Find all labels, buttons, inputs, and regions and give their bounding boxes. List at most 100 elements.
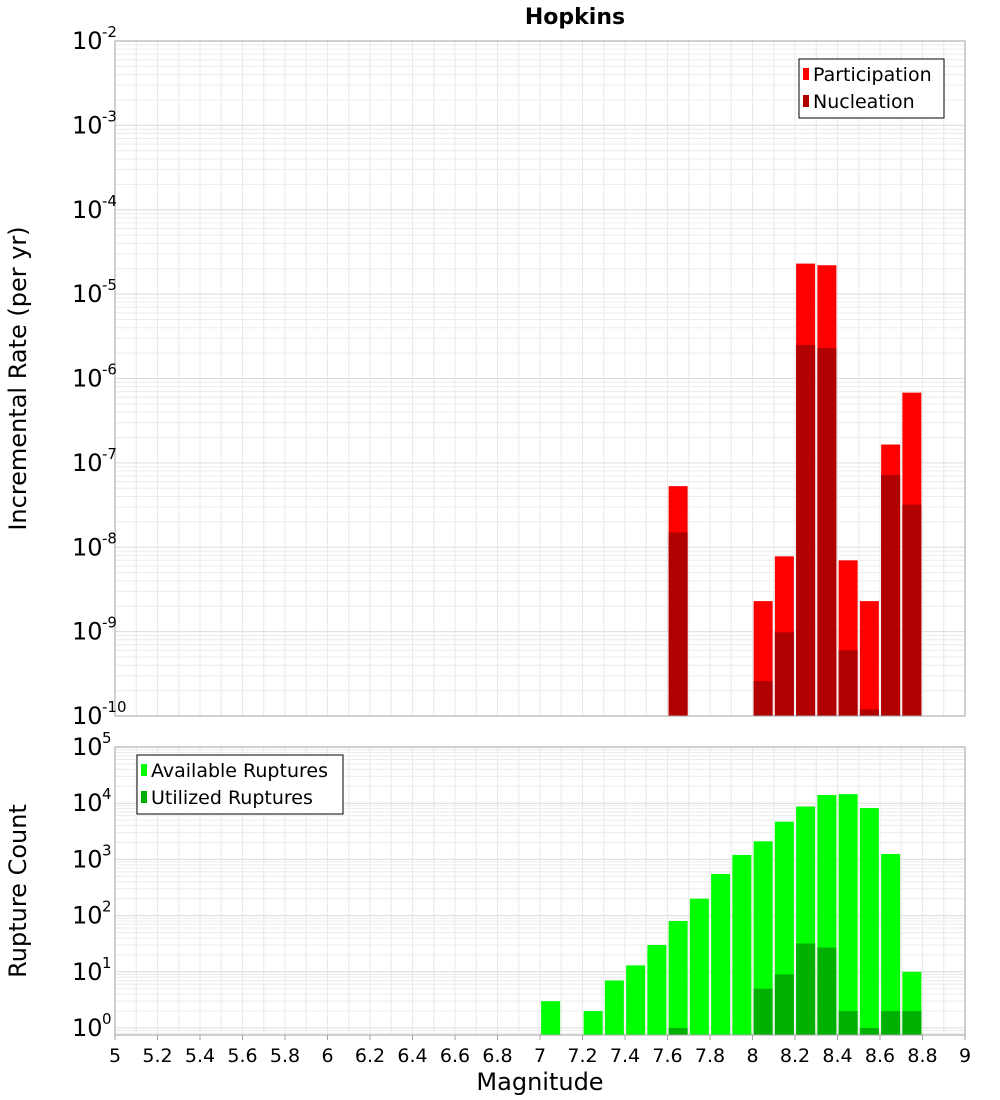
bar-available-ruptures bbox=[583, 1011, 603, 1035]
bar-utilized-ruptures bbox=[881, 1011, 901, 1035]
x-tick-label: 6.8 bbox=[482, 1045, 512, 1067]
y-tick-label: 10 -9 bbox=[72, 614, 117, 646]
bar-available-ruptures bbox=[626, 965, 646, 1035]
legend-label: Available Ruptures bbox=[151, 760, 328, 782]
bar-available-ruptures bbox=[881, 853, 901, 1035]
bar-utilized-ruptures bbox=[753, 988, 773, 1035]
bar-utilized-ruptures bbox=[838, 1011, 858, 1035]
bar-utilized-ruptures bbox=[817, 947, 837, 1035]
y-tick-exponent: -4 bbox=[102, 192, 117, 210]
y-tick-exponent: -6 bbox=[102, 361, 117, 379]
y-tick-base: 10 bbox=[72, 902, 103, 930]
y-tick-exponent: 0 bbox=[102, 1010, 112, 1028]
legend-swatch bbox=[803, 95, 809, 107]
x-tick-label: 8.8 bbox=[907, 1045, 937, 1067]
bar-nucleation bbox=[838, 650, 858, 716]
y-tick-base: 10 bbox=[72, 533, 103, 561]
x-tick-label: 7.2 bbox=[567, 1045, 597, 1067]
bar-available-ruptures bbox=[604, 980, 624, 1035]
bar-utilized-ruptures bbox=[668, 1027, 688, 1035]
bar-available-ruptures bbox=[647, 944, 667, 1035]
plot-border bbox=[114, 40, 966, 717]
y-axis-label: Incremental Rate (per yr) bbox=[4, 226, 32, 530]
y-tick-exponent: 3 bbox=[102, 841, 112, 859]
y-tick-base: 10 bbox=[72, 196, 103, 224]
y-tick-exponent: -8 bbox=[102, 529, 117, 547]
bar-available-ruptures bbox=[732, 854, 752, 1035]
y-tick-exponent: 5 bbox=[102, 729, 112, 747]
y-tick-exponent: -9 bbox=[102, 614, 117, 632]
bar-nucleation bbox=[859, 709, 879, 716]
bar-nucleation bbox=[817, 347, 837, 716]
bar-available-ruptures bbox=[711, 873, 731, 1035]
x-tick-label: 6.4 bbox=[397, 1045, 427, 1067]
y-tick-base: 10 bbox=[72, 280, 103, 308]
bar-available-ruptures bbox=[838, 794, 858, 1035]
bar-utilized-ruptures bbox=[859, 1027, 879, 1035]
bar-participation bbox=[859, 601, 879, 716]
y-tick-base: 10 bbox=[72, 845, 103, 873]
bar-nucleation bbox=[881, 474, 901, 716]
y-tick-label: 10 1 bbox=[72, 954, 112, 986]
legend: Participation Nucleation bbox=[798, 58, 945, 119]
y-tick-exponent: 2 bbox=[102, 898, 112, 916]
x-tick-label: 8.2 bbox=[780, 1045, 810, 1067]
x-tick-label: 6.6 bbox=[440, 1045, 470, 1067]
bar-available-ruptures bbox=[668, 921, 688, 1035]
bar-nucleation bbox=[902, 504, 922, 716]
legend-label: Utilized Ruptures bbox=[151, 787, 313, 809]
y-tick-label: 10 3 bbox=[72, 841, 112, 873]
x-tick-label: 6.2 bbox=[355, 1045, 385, 1067]
y-tick-exponent: -2 bbox=[102, 23, 117, 41]
y-tick-base: 10 bbox=[72, 449, 103, 477]
y-tick-exponent: -10 bbox=[102, 698, 127, 716]
x-tick-label: 5.6 bbox=[227, 1045, 257, 1067]
y-tick-label: 10 -3 bbox=[72, 107, 117, 139]
y-tick-label: 10 -7 bbox=[72, 445, 117, 477]
bar-nucleation bbox=[753, 680, 773, 716]
y-tick-base: 10 bbox=[72, 111, 103, 139]
x-tick-label: 6 bbox=[321, 1045, 333, 1067]
y-tick-base: 10 bbox=[72, 702, 103, 730]
x-tick-labels: 5 5.2 5.4 5.6 5.8 6 6.2 6.4 6.6 6.8 7 7.2 7.4 7.6 7.8 8… bbox=[109, 1035, 971, 1067]
legend-box bbox=[798, 58, 945, 119]
y-tick-base: 10 bbox=[72, 733, 103, 761]
y-tick-base: 10 bbox=[72, 618, 103, 646]
y-tick-base: 10 bbox=[72, 365, 103, 393]
x-tick-label: 7.8 bbox=[695, 1045, 725, 1067]
legend-swatch bbox=[803, 68, 809, 80]
y-tick-label: 10 -4 bbox=[72, 192, 117, 224]
legend-swatch bbox=[141, 791, 147, 803]
y-tick-base: 10 bbox=[72, 1014, 103, 1042]
bar-nucleation bbox=[774, 632, 794, 716]
x-tick-label: 7 bbox=[534, 1045, 546, 1067]
x-tick-label: 5.4 bbox=[185, 1045, 215, 1067]
y-tick-label: 10 -8 bbox=[72, 529, 117, 561]
bar-available-ruptures bbox=[689, 898, 709, 1035]
bar-utilized-ruptures bbox=[774, 974, 794, 1035]
legend-label: Participation bbox=[813, 64, 932, 86]
x-tick-label: 8.6 bbox=[865, 1045, 895, 1067]
y-axis-label: Rupture Count bbox=[4, 804, 32, 978]
x-tick-label: 8 bbox=[746, 1045, 758, 1067]
chart-title: Hopkins bbox=[525, 5, 625, 30]
y-tick-exponent: 4 bbox=[102, 785, 112, 803]
bar-available-ruptures bbox=[541, 1001, 561, 1035]
y-tick-exponent: -3 bbox=[102, 107, 117, 125]
y-tick-label: 10 5 bbox=[72, 729, 112, 761]
y-tick-exponent: 1 bbox=[102, 954, 112, 972]
bar-available-ruptures bbox=[859, 808, 879, 1035]
y-tick-exponent: -5 bbox=[102, 276, 117, 294]
x-tick-label: 9 bbox=[959, 1045, 971, 1067]
y-tick-label: 10 -6 bbox=[72, 361, 117, 393]
x-tick-label: 5 bbox=[109, 1045, 121, 1067]
gridlines bbox=[114, 41, 966, 717]
y-tick-label: 10 4 bbox=[72, 785, 112, 817]
y-tick-exponent: -7 bbox=[102, 445, 117, 463]
bar-available-ruptures bbox=[753, 841, 773, 1035]
bars bbox=[668, 263, 922, 716]
x-tick-label: 5.2 bbox=[142, 1045, 172, 1067]
